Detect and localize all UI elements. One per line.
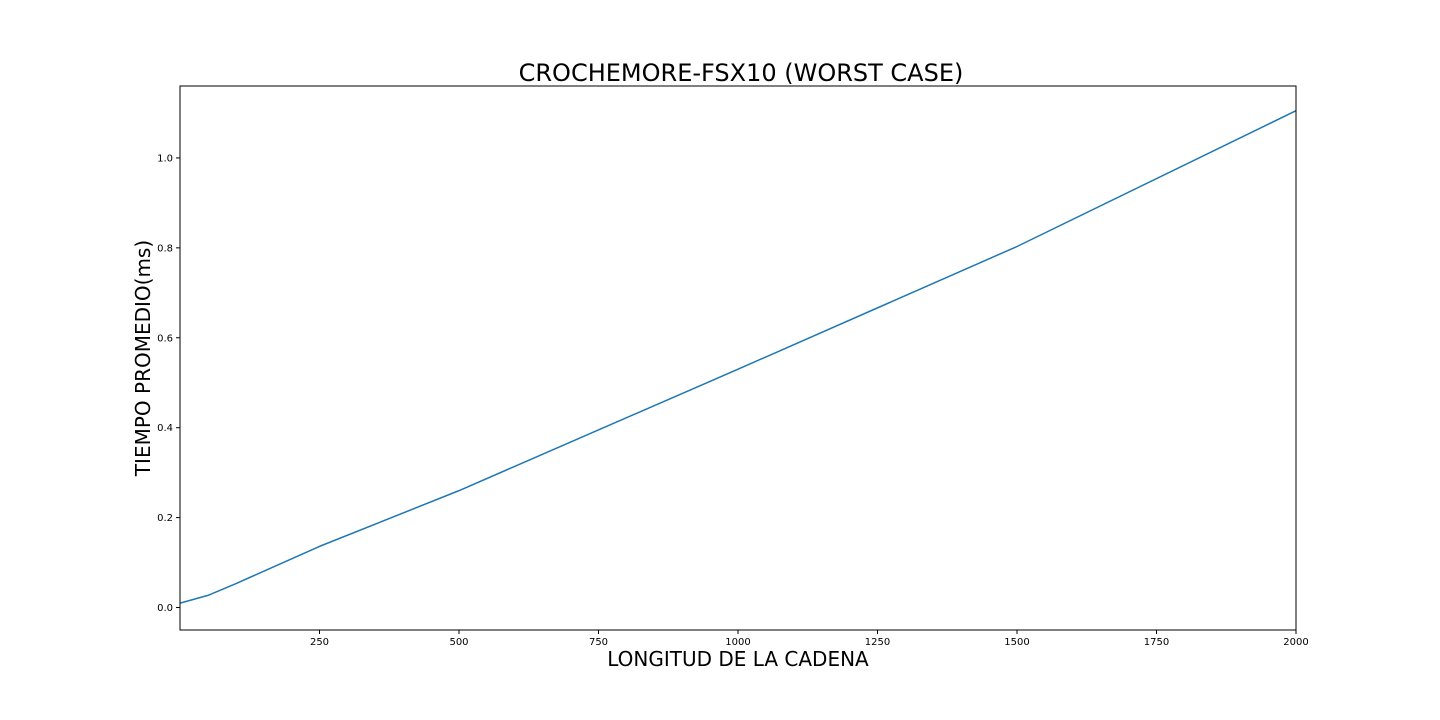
- x-axis-label: LONGITUD DE LA CADENA: [607, 647, 869, 671]
- x-tick-label: 1000: [725, 637, 750, 648]
- x-axis: 250 500 750 1000 1250 1500 1750 2000: [310, 630, 1309, 648]
- y-tick-label: 0.6: [157, 333, 173, 344]
- x-tick-label: 1250: [865, 637, 890, 648]
- chart-title: CROCHEMORE-FSX10 (WORST CASE): [519, 59, 964, 87]
- x-tick-label: 1500: [1004, 637, 1029, 648]
- x-tick-label: 2000: [1283, 637, 1308, 648]
- x-tick-label: 250: [310, 637, 329, 648]
- series-line: [180, 110, 1297, 604]
- y-tick-label: 0.8: [157, 243, 173, 254]
- y-tick-label: 0.2: [157, 513, 173, 524]
- y-axis: 0.0 0.2 0.4 0.6 0.8 1.0: [157, 153, 180, 614]
- x-tick-label: 500: [449, 637, 468, 648]
- x-tick-label: 1750: [1144, 637, 1169, 648]
- plot-area: [180, 110, 1297, 604]
- x-tick-label: 750: [589, 637, 608, 648]
- y-axis-label: TIEMPO PROMEDIO(ms): [131, 240, 155, 477]
- plot-frame: [179, 85, 1297, 631]
- y-tick-label: 0.0: [157, 603, 173, 614]
- y-tick-label: 1.0: [157, 153, 173, 164]
- y-tick-label: 0.4: [157, 423, 173, 434]
